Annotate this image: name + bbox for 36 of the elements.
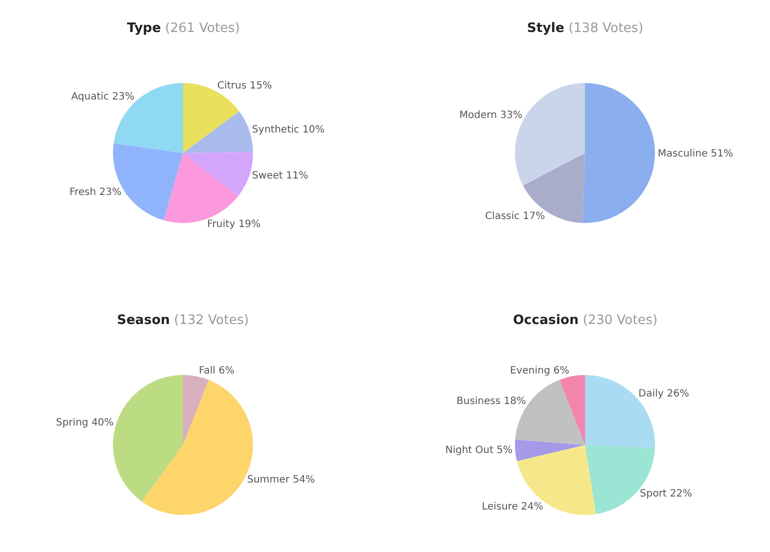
chart-subtitle: (261 Votes) [165, 21, 240, 36]
slice-label: Sweet 11% [252, 170, 308, 182]
chart-title: Type [127, 21, 162, 36]
pie-slice [183, 152, 253, 196]
pie-slice [582, 83, 655, 223]
slice-label: Night Out 5% [445, 444, 512, 456]
chart-title: Occasion [513, 313, 579, 328]
slice-label: Summer 54% [247, 474, 315, 486]
slice-label: Modern 33% [459, 110, 522, 121]
slice-label: Classic 17% [485, 210, 546, 222]
chart-title: Style [527, 21, 565, 36]
slice-label: Daily 26% [638, 388, 690, 400]
pie-slice [183, 111, 253, 153]
slice-label: Sport 22% [640, 488, 692, 500]
slice-label: Aquatic 23% [71, 92, 134, 103]
pie-slice [114, 83, 183, 153]
slice-label: Leisure 24% [482, 501, 544, 512]
pie-slice [516, 445, 596, 515]
slice-label: Fresh 23% [69, 187, 122, 198]
pie-slice [515, 440, 585, 462]
slice-label: Masculine 51% [658, 148, 734, 160]
slice-label: Citrus 15% [217, 80, 272, 92]
pie-slice [559, 375, 585, 445]
pie-slice [113, 375, 183, 502]
slice-label: Business 18% [456, 396, 526, 407]
chart-title: Season [117, 313, 170, 328]
chart-subtitle: (138 Votes) [568, 21, 644, 36]
slice-label: Spring 40% [56, 417, 114, 428]
pie-slice [522, 153, 585, 223]
pie-slice [183, 375, 209, 445]
chart-subtitle: (132 Votes) [174, 313, 249, 328]
chart-subtitle: (230 Votes) [582, 313, 658, 328]
slice-label: Synthetic 10% [252, 124, 325, 136]
slice-label: Fall 6% [198, 365, 234, 376]
slice-label: Fruity 19% [207, 219, 261, 230]
slice-label: Evening 6% [510, 365, 570, 376]
